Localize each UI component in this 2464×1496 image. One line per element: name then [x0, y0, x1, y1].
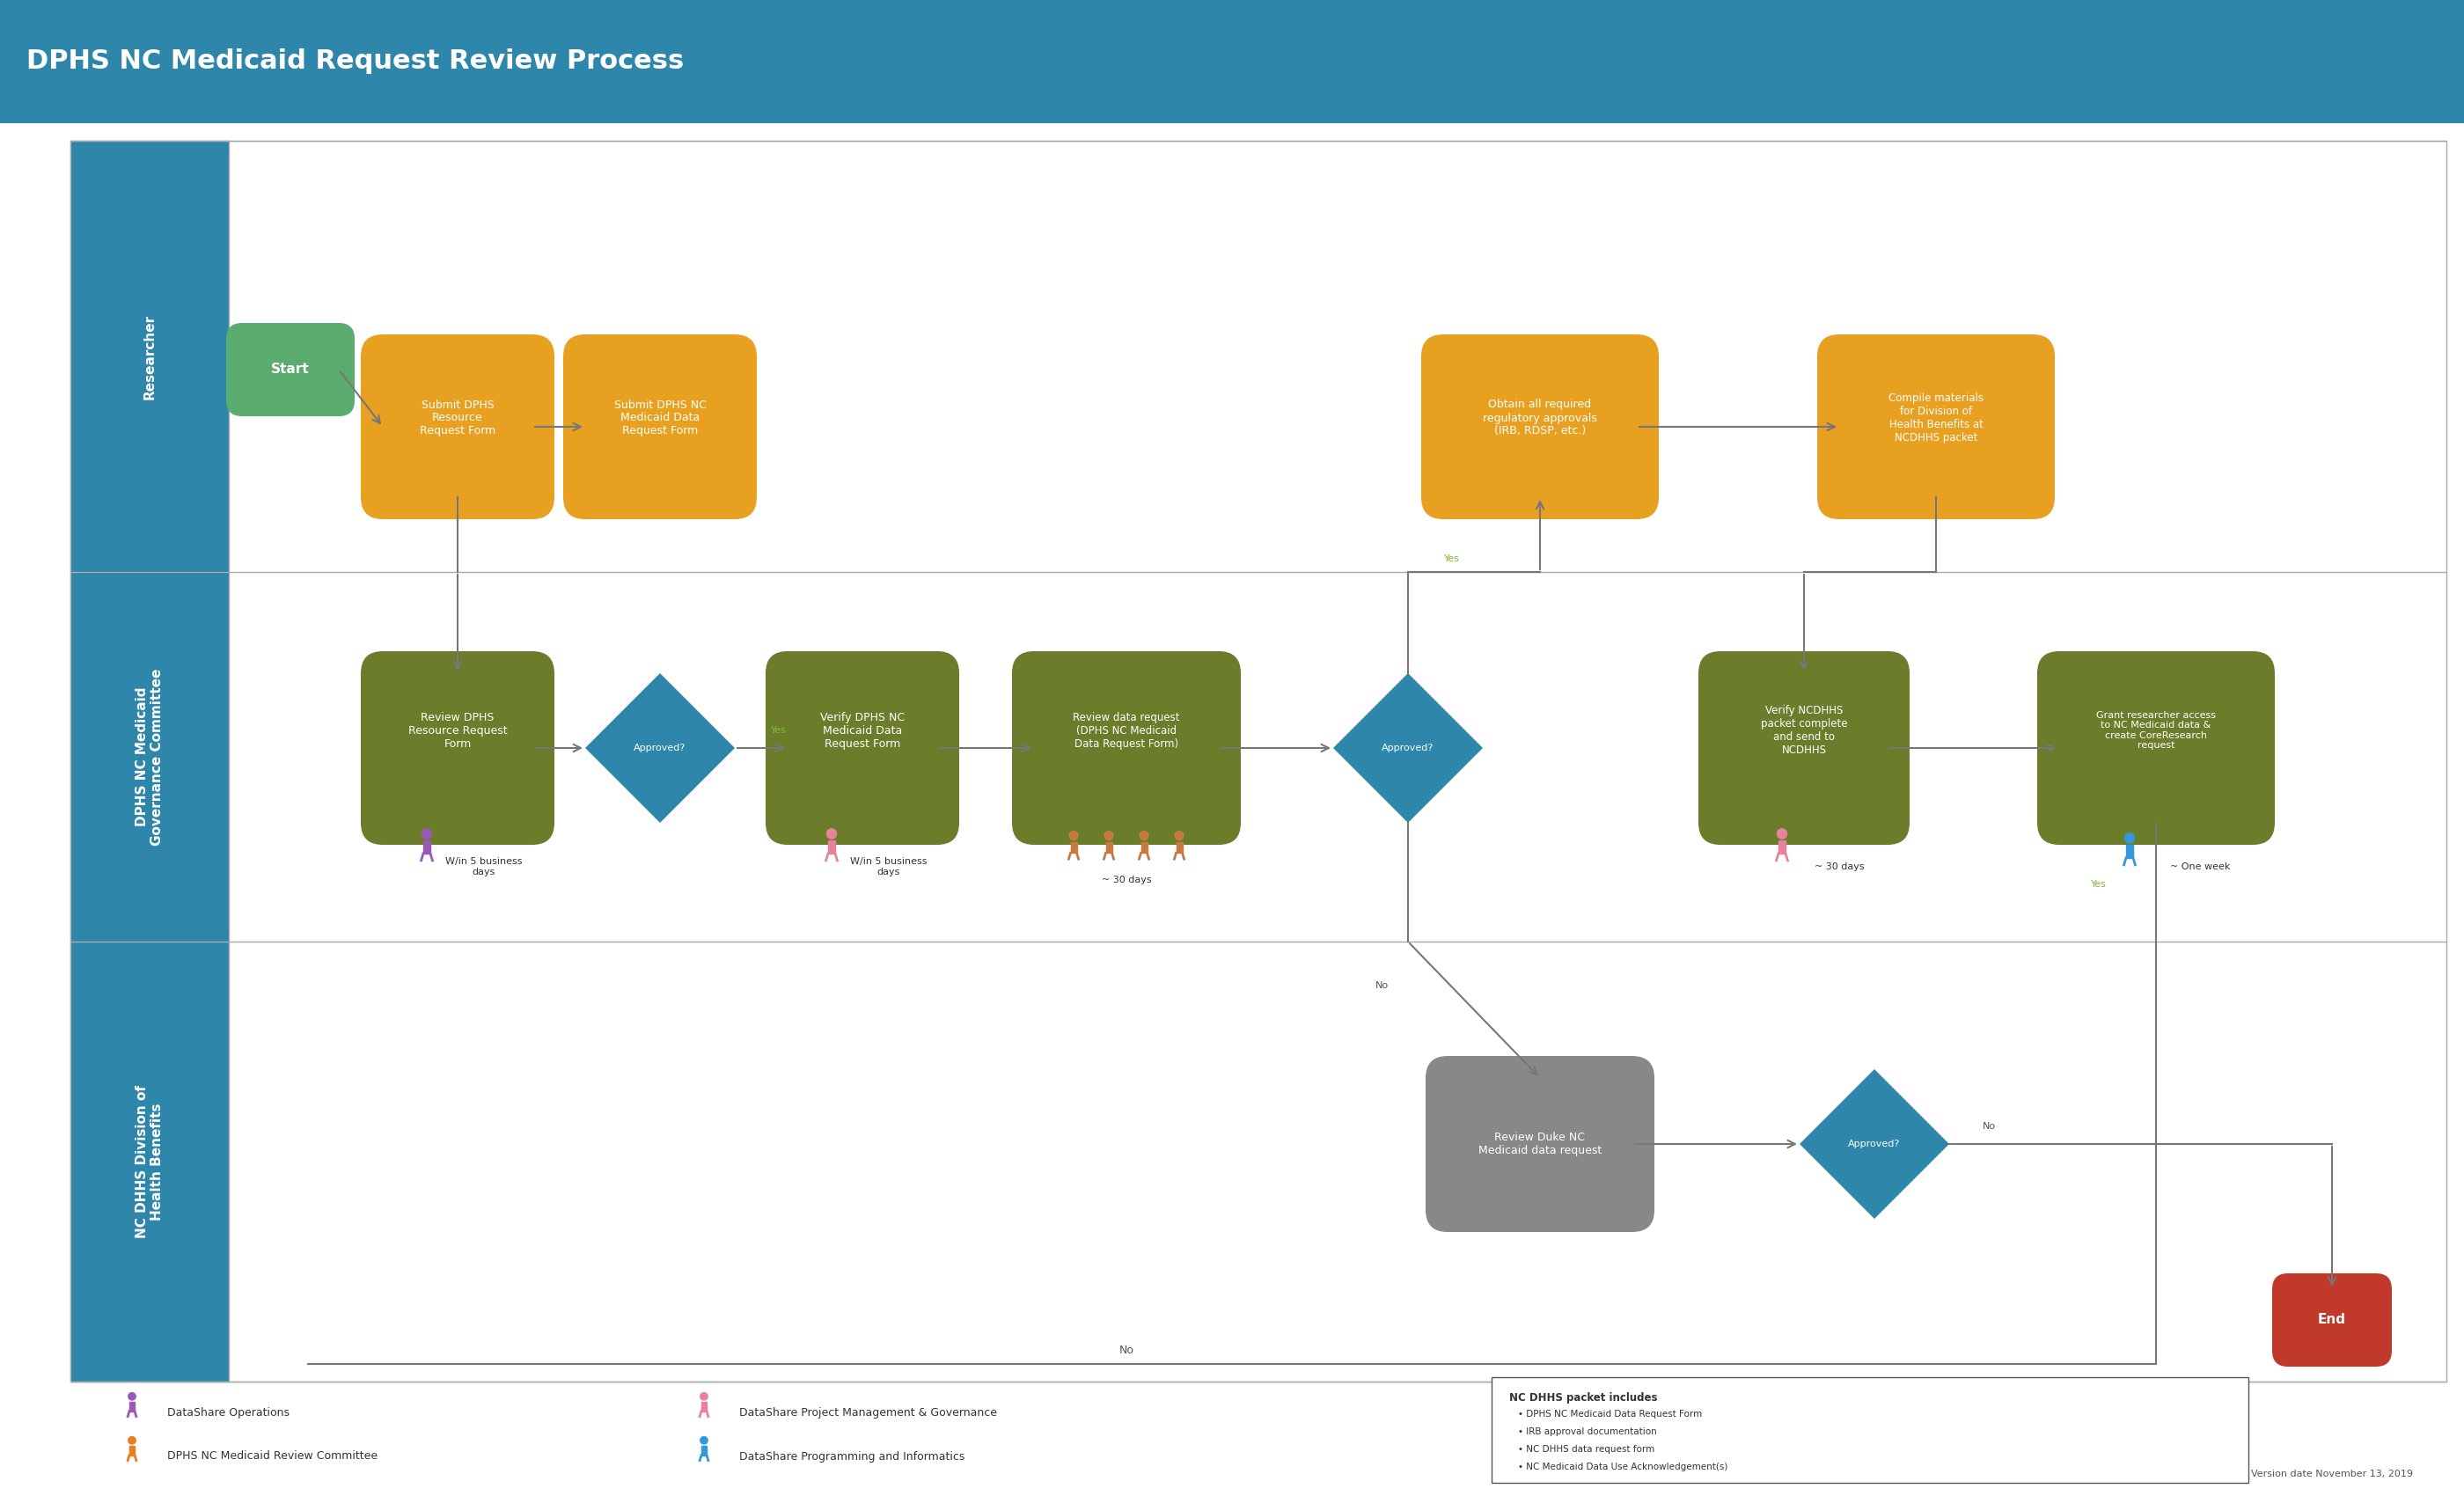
Text: DPHS NC Medicaid Request Review Process: DPHS NC Medicaid Request Review Process [27, 49, 685, 75]
Bar [1069, 842, 1077, 853]
Text: Approved?: Approved? [1848, 1140, 1900, 1149]
Text: Approved?: Approved? [633, 744, 685, 752]
Bar [424, 841, 431, 853]
Circle shape [2124, 833, 2134, 844]
Text: Compile materials
for Division of
Health Benefits at
NCDHHS packet: Compile materials for Division of Health… [1887, 392, 1984, 443]
Text: • NC DHHS data request form: • NC DHHS data request form [1518, 1445, 1656, 1454]
FancyBboxPatch shape [2038, 651, 2274, 845]
Bar [2126, 845, 2134, 857]
FancyBboxPatch shape [71, 141, 2447, 1382]
Text: • NC Medicaid Data Use Acknowledgement(s): • NC Medicaid Data Use Acknowledgement(s… [1518, 1463, 1727, 1472]
FancyBboxPatch shape [0, 0, 2464, 123]
Bar [702, 1445, 707, 1456]
Circle shape [1069, 832, 1077, 839]
Circle shape [700, 1436, 707, 1444]
Text: Yes: Yes [1444, 555, 1459, 562]
Text: Submit DPHS
Resource
Request Form: Submit DPHS Resource Request Form [419, 399, 495, 437]
FancyBboxPatch shape [1013, 651, 1242, 845]
Circle shape [700, 1393, 707, 1400]
FancyBboxPatch shape [1818, 335, 2055, 519]
Polygon shape [1799, 1070, 1949, 1219]
Text: Start: Start [271, 364, 310, 375]
Text: Review DPHS
Resource Request
Form: Review DPHS Resource Request Form [409, 712, 508, 749]
Bar [702, 1402, 707, 1411]
FancyBboxPatch shape [766, 651, 958, 845]
Circle shape [1777, 829, 1786, 839]
Text: Verify NCDHHS
packet complete
and send to
NCDHHS: Verify NCDHHS packet complete and send t… [1762, 705, 1848, 755]
Text: DPHS NC Medicaid Review Committee: DPHS NC Medicaid Review Committee [168, 1451, 377, 1462]
FancyBboxPatch shape [1491, 1378, 2247, 1483]
Text: Submit DPHS NC
Medicaid Data
Request Form: Submit DPHS NC Medicaid Data Request For… [614, 399, 707, 437]
FancyBboxPatch shape [1427, 1056, 1653, 1233]
FancyBboxPatch shape [2272, 1273, 2393, 1367]
Text: NC DHHS Division of
Health Benefits: NC DHHS Division of Health Benefits [136, 1085, 163, 1239]
Text: Grant researcher access
to NC Medicaid data &
create CoreResearch
request: Grant researcher access to NC Medicaid d… [2097, 711, 2215, 749]
Text: Yes: Yes [2092, 880, 2107, 889]
Bar [128, 1402, 136, 1411]
Text: No: No [1375, 981, 1387, 990]
Text: End: End [2319, 1313, 2346, 1327]
Text: ~ 30 days: ~ 30 days [1101, 875, 1151, 884]
Text: • IRB approval documentation: • IRB approval documentation [1518, 1427, 1656, 1436]
Text: No: No [1119, 1345, 1133, 1357]
Circle shape [128, 1436, 136, 1444]
FancyBboxPatch shape [227, 323, 355, 416]
Circle shape [1104, 832, 1114, 839]
Text: W/in 5 business
days: W/in 5 business days [446, 857, 522, 877]
Text: Approved?: Approved? [1382, 744, 1434, 752]
Circle shape [1141, 832, 1148, 839]
Text: Review Duke NC
Medicaid data request: Review Duke NC Medicaid data request [1478, 1131, 1602, 1156]
Text: DataShare Operations: DataShare Operations [168, 1406, 291, 1418]
Bar [1175, 842, 1183, 853]
Bar [1106, 842, 1111, 853]
Text: ~ One week: ~ One week [2171, 862, 2230, 871]
Bar [828, 841, 835, 853]
Text: ~ 30 days: ~ 30 days [1814, 862, 1865, 871]
Text: Researcher: Researcher [143, 314, 155, 399]
FancyBboxPatch shape [71, 141, 229, 1382]
Text: Obtain all required
regulatory approvals
(IRB, RDSP, etc.): Obtain all required regulatory approvals… [1483, 399, 1597, 437]
Text: Version date November 13, 2019: Version date November 13, 2019 [2252, 1469, 2412, 1478]
Text: DPHS NC Medicaid
Governance Committee: DPHS NC Medicaid Governance Committee [136, 669, 163, 845]
Circle shape [128, 1393, 136, 1400]
Polygon shape [586, 673, 734, 823]
Circle shape [421, 829, 431, 839]
Bar [1141, 842, 1148, 853]
Text: W/in 5 business
days: W/in 5 business days [850, 857, 926, 877]
Text: Yes: Yes [771, 726, 786, 735]
FancyBboxPatch shape [1422, 335, 1658, 519]
Bar [128, 1445, 136, 1456]
Bar [1779, 841, 1786, 853]
Polygon shape [1333, 673, 1483, 823]
Text: Verify DPHS NC
Medicaid Data
Request Form: Verify DPHS NC Medicaid Data Request For… [821, 712, 904, 749]
Text: No: No [1981, 1122, 1996, 1131]
Text: DataShare Project Management & Governance: DataShare Project Management & Governanc… [739, 1406, 998, 1418]
FancyBboxPatch shape [564, 335, 756, 519]
Text: • DPHS NC Medicaid Data Request Form: • DPHS NC Medicaid Data Request Form [1518, 1409, 1703, 1418]
FancyBboxPatch shape [1698, 651, 1910, 845]
FancyBboxPatch shape [360, 335, 554, 519]
Text: Review data request
(DPHS NC Medicaid
Data Request Form): Review data request (DPHS NC Medicaid Da… [1072, 712, 1180, 749]
Circle shape [1175, 832, 1183, 839]
FancyBboxPatch shape [360, 651, 554, 845]
Text: DataShare Programming and Informatics: DataShare Programming and Informatics [739, 1451, 966, 1462]
Circle shape [828, 829, 838, 839]
Text: NC DHHS packet includes: NC DHHS packet includes [1508, 1393, 1658, 1403]
